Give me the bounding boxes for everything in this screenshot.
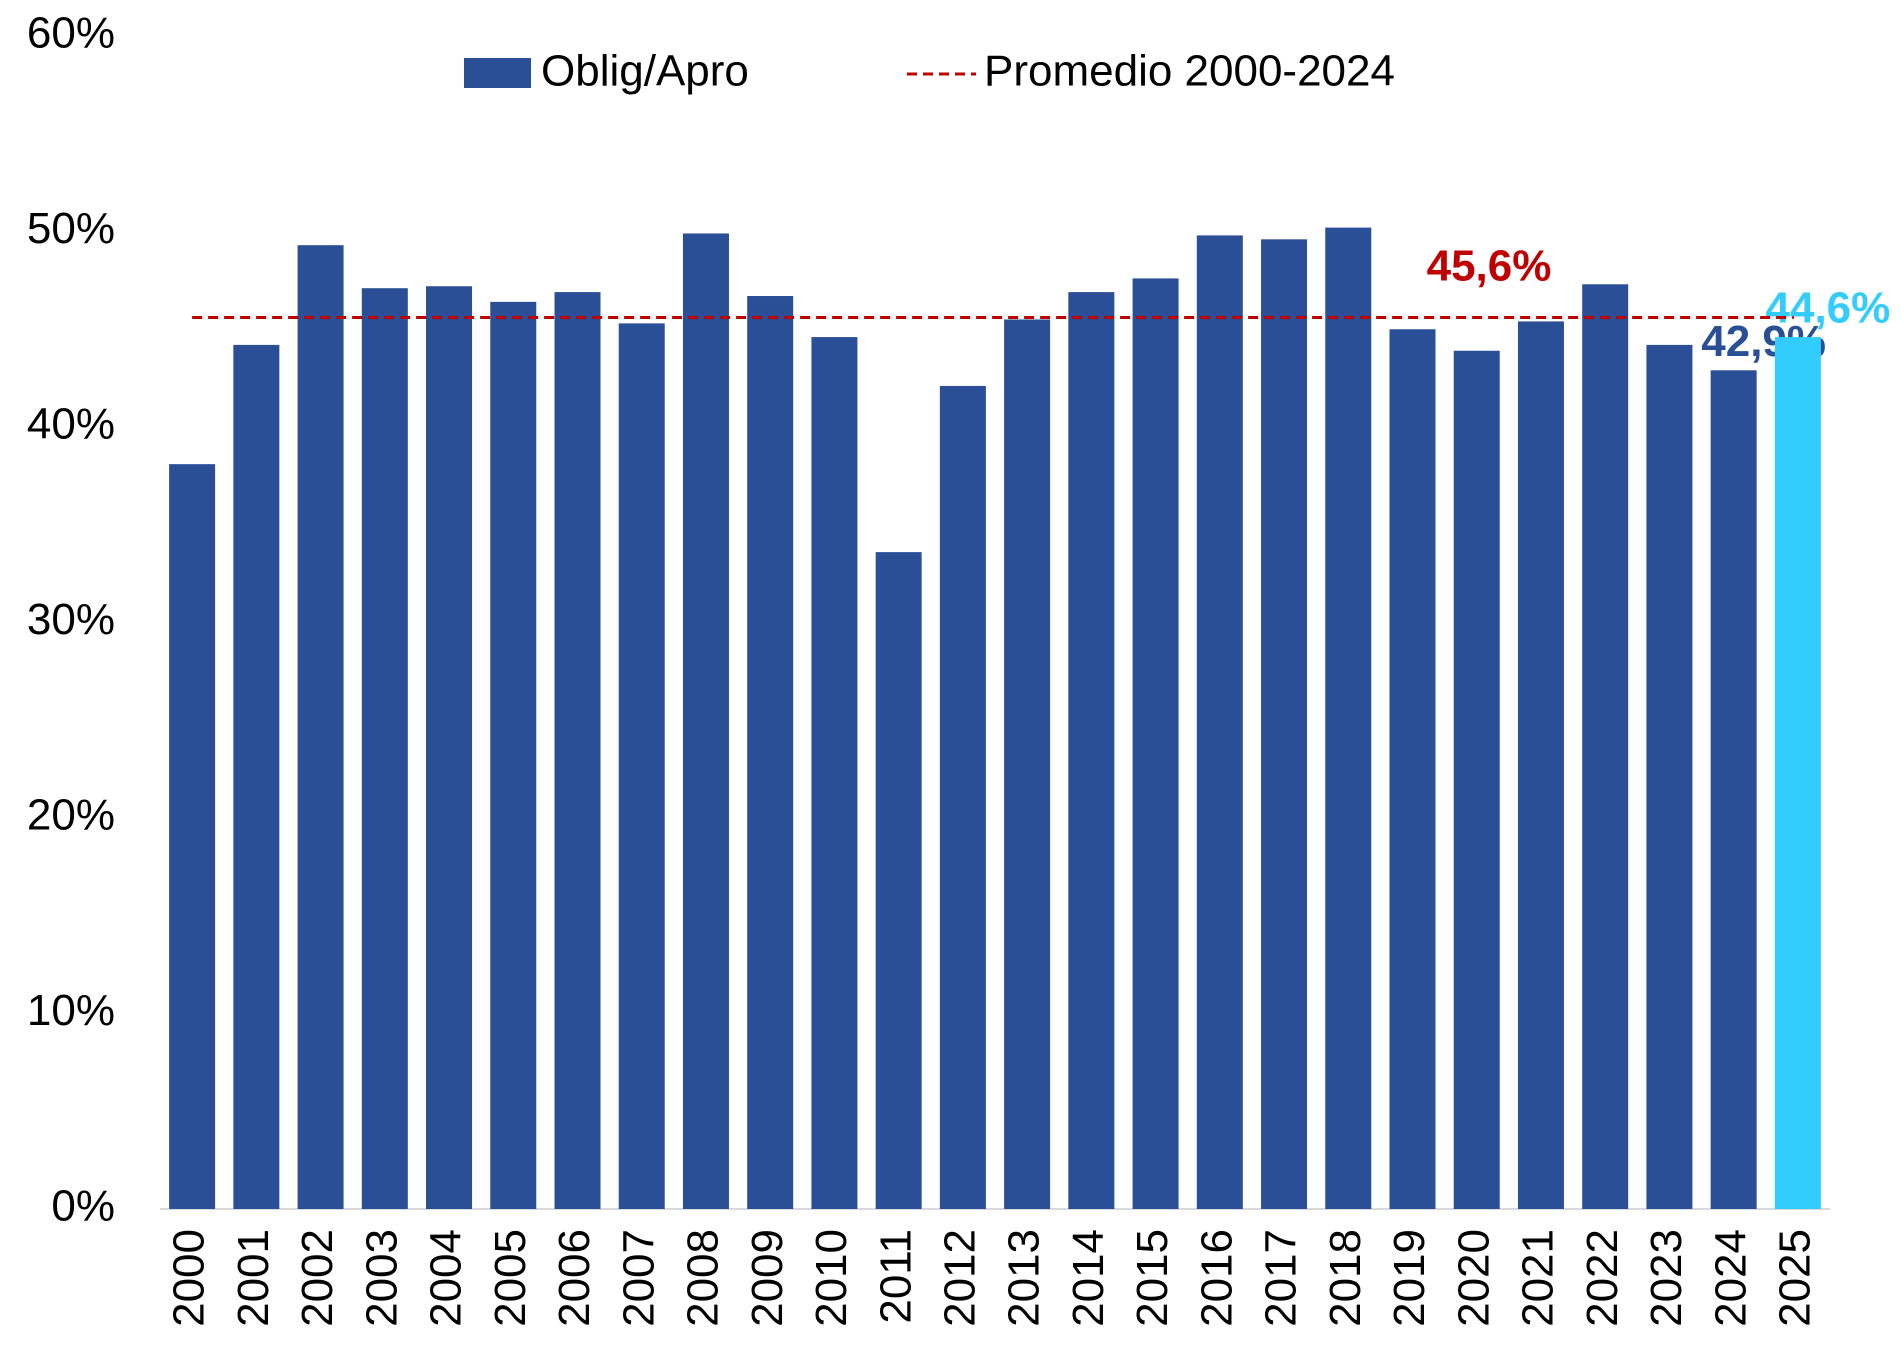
- x-tick-label: 2004: [422, 1229, 471, 1327]
- x-tick-label: 2017: [1257, 1229, 1306, 1327]
- bar: [1132, 278, 1179, 1209]
- bar: [1004, 319, 1051, 1210]
- x-tick-label: 2003: [357, 1229, 406, 1327]
- y-tick-label: 20%: [27, 791, 115, 840]
- y-tick-label: 0%: [51, 1182, 115, 1231]
- x-tick-label: 2009: [743, 1229, 792, 1327]
- x-tick-label: 2000: [165, 1229, 214, 1327]
- bar: [554, 292, 601, 1210]
- y-tick-label: 50%: [27, 204, 115, 253]
- average-label: 45,6%: [1427, 242, 1552, 291]
- bar: [1068, 292, 1115, 1210]
- legend-label: Promedio 2000-2024: [984, 47, 1395, 96]
- bar: [875, 552, 922, 1209]
- bar: [169, 464, 216, 1209]
- bar: [682, 233, 729, 1209]
- x-tick-label: 2014: [1064, 1229, 1113, 1327]
- value-label: 44,6%: [1766, 284, 1891, 333]
- x-tick-label: 2021: [1514, 1229, 1563, 1327]
- bar: [1389, 329, 1436, 1209]
- bar: [426, 286, 473, 1209]
- y-tick-label: 40%: [27, 400, 115, 449]
- x-tick-label: 2018: [1321, 1229, 1370, 1327]
- bar: [939, 385, 986, 1209]
- x-tick-label: 2020: [1449, 1229, 1498, 1327]
- bar: [1646, 344, 1693, 1209]
- bar: [361, 288, 408, 1209]
- y-tick-label: 10%: [27, 986, 115, 1035]
- x-tick-label: 2007: [614, 1229, 663, 1327]
- legend-swatch: [464, 58, 531, 88]
- legend-label: Oblig/Apro: [541, 47, 749, 96]
- x-tick-label: 2006: [550, 1229, 599, 1327]
- bar: [618, 323, 665, 1209]
- x-tick-label: 2016: [1192, 1229, 1241, 1327]
- x-tick-label: 2002: [293, 1229, 342, 1327]
- x-tick-label: 2001: [229, 1229, 278, 1327]
- bar: [811, 337, 858, 1209]
- bar: [297, 245, 344, 1209]
- x-tick-label: 2019: [1385, 1229, 1434, 1327]
- bar: [747, 296, 794, 1209]
- x-tick-label: 2008: [679, 1229, 728, 1327]
- bar: [233, 344, 280, 1209]
- x-tick-label: 2025: [1771, 1229, 1820, 1327]
- x-tick-label: 2005: [486, 1229, 535, 1327]
- x-tick-label: 2011: [871, 1229, 920, 1324]
- y-tick-label: 30%: [27, 595, 115, 644]
- bar: [1261, 239, 1308, 1209]
- bar: [1582, 284, 1629, 1209]
- x-tick-label: 2022: [1578, 1229, 1627, 1327]
- x-tick-label: 2023: [1642, 1229, 1691, 1327]
- bar: [1517, 321, 1564, 1209]
- x-tick-label: 2024: [1706, 1229, 1755, 1327]
- bar: [490, 301, 537, 1209]
- bar: [1196, 235, 1243, 1209]
- bar: [1453, 350, 1500, 1209]
- x-tick-label: 2015: [1128, 1229, 1177, 1327]
- x-tick-label: 2012: [936, 1229, 985, 1327]
- x-tick-label: 2010: [807, 1229, 856, 1327]
- bar: [1325, 227, 1372, 1210]
- x-tick-label: 2013: [1000, 1229, 1049, 1327]
- y-tick-label: 60%: [27, 9, 115, 58]
- bar: [1774, 337, 1821, 1209]
- bar: [1710, 370, 1757, 1209]
